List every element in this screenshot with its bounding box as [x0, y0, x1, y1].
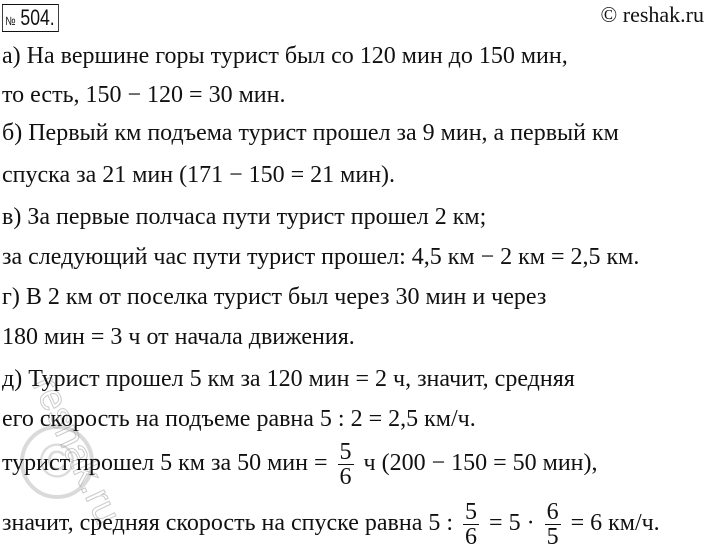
- text-segment: значит, средняя скорость на спуске равна…: [2, 510, 454, 537]
- text-line: то есть, 150 − 120 = 30 мин.: [2, 82, 286, 108]
- text-line: в) За первые полчаса пути турист прошел …: [2, 204, 487, 230]
- text-segment: ч (200 − 150 = 50 мин),: [363, 450, 598, 477]
- text-line: б) Первый км подъема турист прошел за 9 …: [2, 120, 619, 146]
- text-line: спуска за 21 мин (171 − 150 = 21 мин).: [2, 162, 396, 188]
- denominator: 6: [465, 524, 478, 550]
- text-line: 180 мин = 3 ч от начала движения.: [2, 324, 355, 350]
- copyright-icon: ©: [20, 425, 94, 499]
- numerator: 6: [544, 499, 561, 525]
- watermark-logo: © resnak.ru: [20, 340, 170, 531]
- text-line: его скорость на подъеме равна 5 : 2 = 2,…: [2, 406, 476, 432]
- problem-number: № 504.: [2, 4, 59, 33]
- denominator: 5: [546, 524, 559, 550]
- text-line-fraction: значит, средняя скорость на спуске равна…: [2, 500, 660, 549]
- number-value: 504.: [20, 5, 55, 30]
- text-segment: = 6 км/ч.: [570, 510, 660, 537]
- numerator: 5: [463, 499, 480, 525]
- text-segment: турист прошел 5 км за 50 мин =: [2, 450, 328, 477]
- text-segment: = 5 ·: [489, 510, 535, 537]
- text-line: г) В 2 км от поселка турист был через 30…: [2, 284, 547, 310]
- site-credit: © reshak.ru: [600, 2, 704, 27]
- number-sign: №: [5, 14, 16, 28]
- text-line: д) Турист прошел 5 км за 120 мин = 2 ч, …: [2, 366, 575, 392]
- numerator: 5: [337, 439, 354, 465]
- denominator: 6: [339, 464, 352, 490]
- text-line: а) На вершине горы турист был со 120 мин…: [2, 43, 568, 69]
- text-line: за следующий час пути турист прошел: 4,5…: [2, 244, 640, 270]
